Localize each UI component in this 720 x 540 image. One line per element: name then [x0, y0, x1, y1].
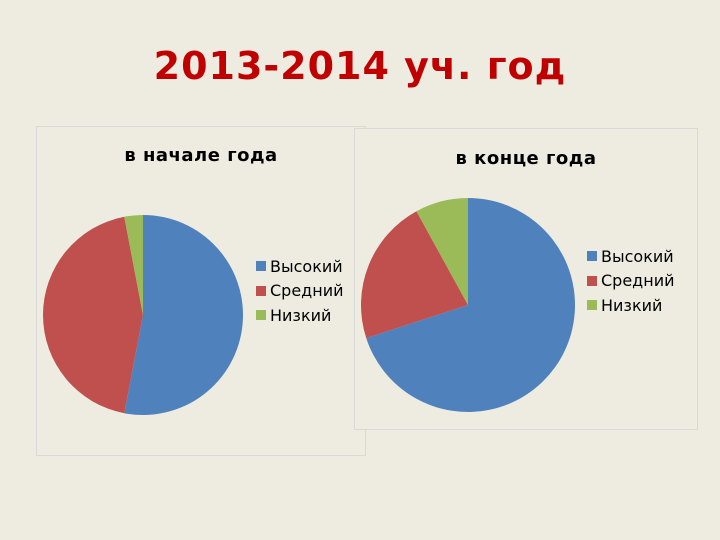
legend-label: Средний — [601, 271, 675, 291]
legend-item-medium: Средний — [587, 269, 675, 294]
legend-item-low: Низкий — [256, 303, 344, 328]
legend-label: Низкий — [270, 305, 332, 325]
legend-swatch — [256, 310, 266, 321]
chart-legend: Высокий Средний Низкий — [587, 244, 675, 318]
chart-start-of-year: в начале года Высокий Средний Низкий — [36, 126, 366, 456]
legend-label: Высокий — [270, 256, 343, 276]
legend-item-high: Высокий — [256, 254, 344, 279]
chart-end-of-year: в конце года Высокий Средний Низкий — [354, 128, 698, 430]
legend-swatch — [587, 300, 597, 311]
chart-legend: Высокий Средний Низкий — [256, 254, 344, 328]
legend-label: Средний — [270, 281, 344, 301]
legend-item-high: Высокий — [587, 244, 675, 269]
pie-slice-medium — [361, 211, 468, 339]
legend-label: Высокий — [601, 246, 674, 266]
legend-label: Низкий — [601, 295, 663, 315]
legend-swatch — [587, 251, 597, 262]
pie-slice-high — [124, 215, 243, 415]
pie-chart — [361, 198, 575, 412]
legend-swatch — [256, 261, 266, 272]
legend-item-medium: Средний — [256, 279, 344, 304]
legend-swatch — [587, 275, 597, 286]
pie-slice-low — [124, 215, 143, 315]
legend-item-low: Низкий — [587, 293, 675, 318]
chart-title: в конце года — [455, 148, 597, 169]
legend-swatch — [256, 285, 266, 296]
chart-title: в начале года — [124, 145, 278, 166]
slide-title: 2013-2014 уч. год — [153, 44, 567, 88]
pie-slice-high — [366, 198, 575, 412]
pie-slice-low — [416, 198, 468, 305]
pie-chart — [42, 215, 243, 415]
pie-slice-medium — [42, 216, 143, 414]
